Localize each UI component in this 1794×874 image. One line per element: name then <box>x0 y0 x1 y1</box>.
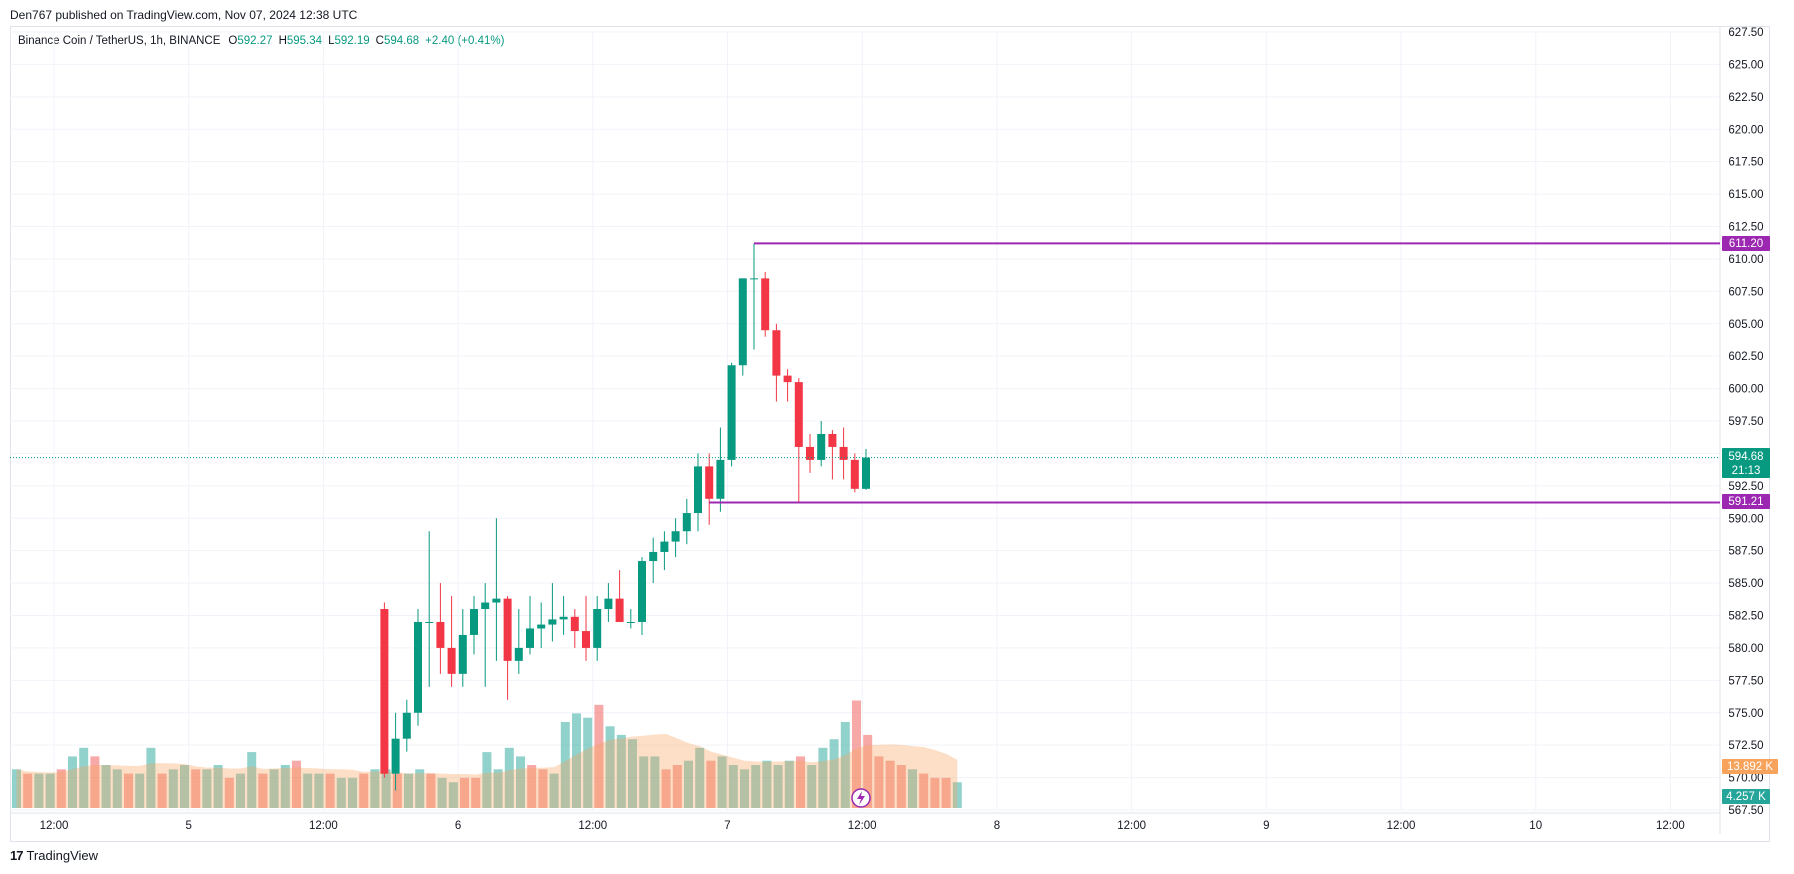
published-caption: Den767 published on TradingView.com, Nov… <box>10 8 358 22</box>
low-value: 592.19 <box>334 35 370 47</box>
high-label: H <box>278 35 287 47</box>
symbol-name[interactable]: Binance Coin / TetherUS, 1h, BINANCE <box>18 35 221 47</box>
close-label: C <box>375 35 384 47</box>
open-value: 592.27 <box>237 35 273 47</box>
chart-frame <box>10 26 1770 842</box>
tradingview-brand-text: TradingView <box>26 848 99 863</box>
change-value: +2.40 (+0.41%) <box>425 35 505 47</box>
footer-brand[interactable]: 17 TradingView <box>10 848 98 863</box>
tradingview-logo-icon: 17 <box>10 848 24 863</box>
open-label: O <box>228 35 238 47</box>
symbol-legend: Binance Coin / TetherUS, 1h, BINANCE O592… <box>18 35 508 47</box>
high-value: 595.34 <box>286 35 323 47</box>
close-value: 594.68 <box>383 35 420 47</box>
low-label: L <box>328 35 335 47</box>
